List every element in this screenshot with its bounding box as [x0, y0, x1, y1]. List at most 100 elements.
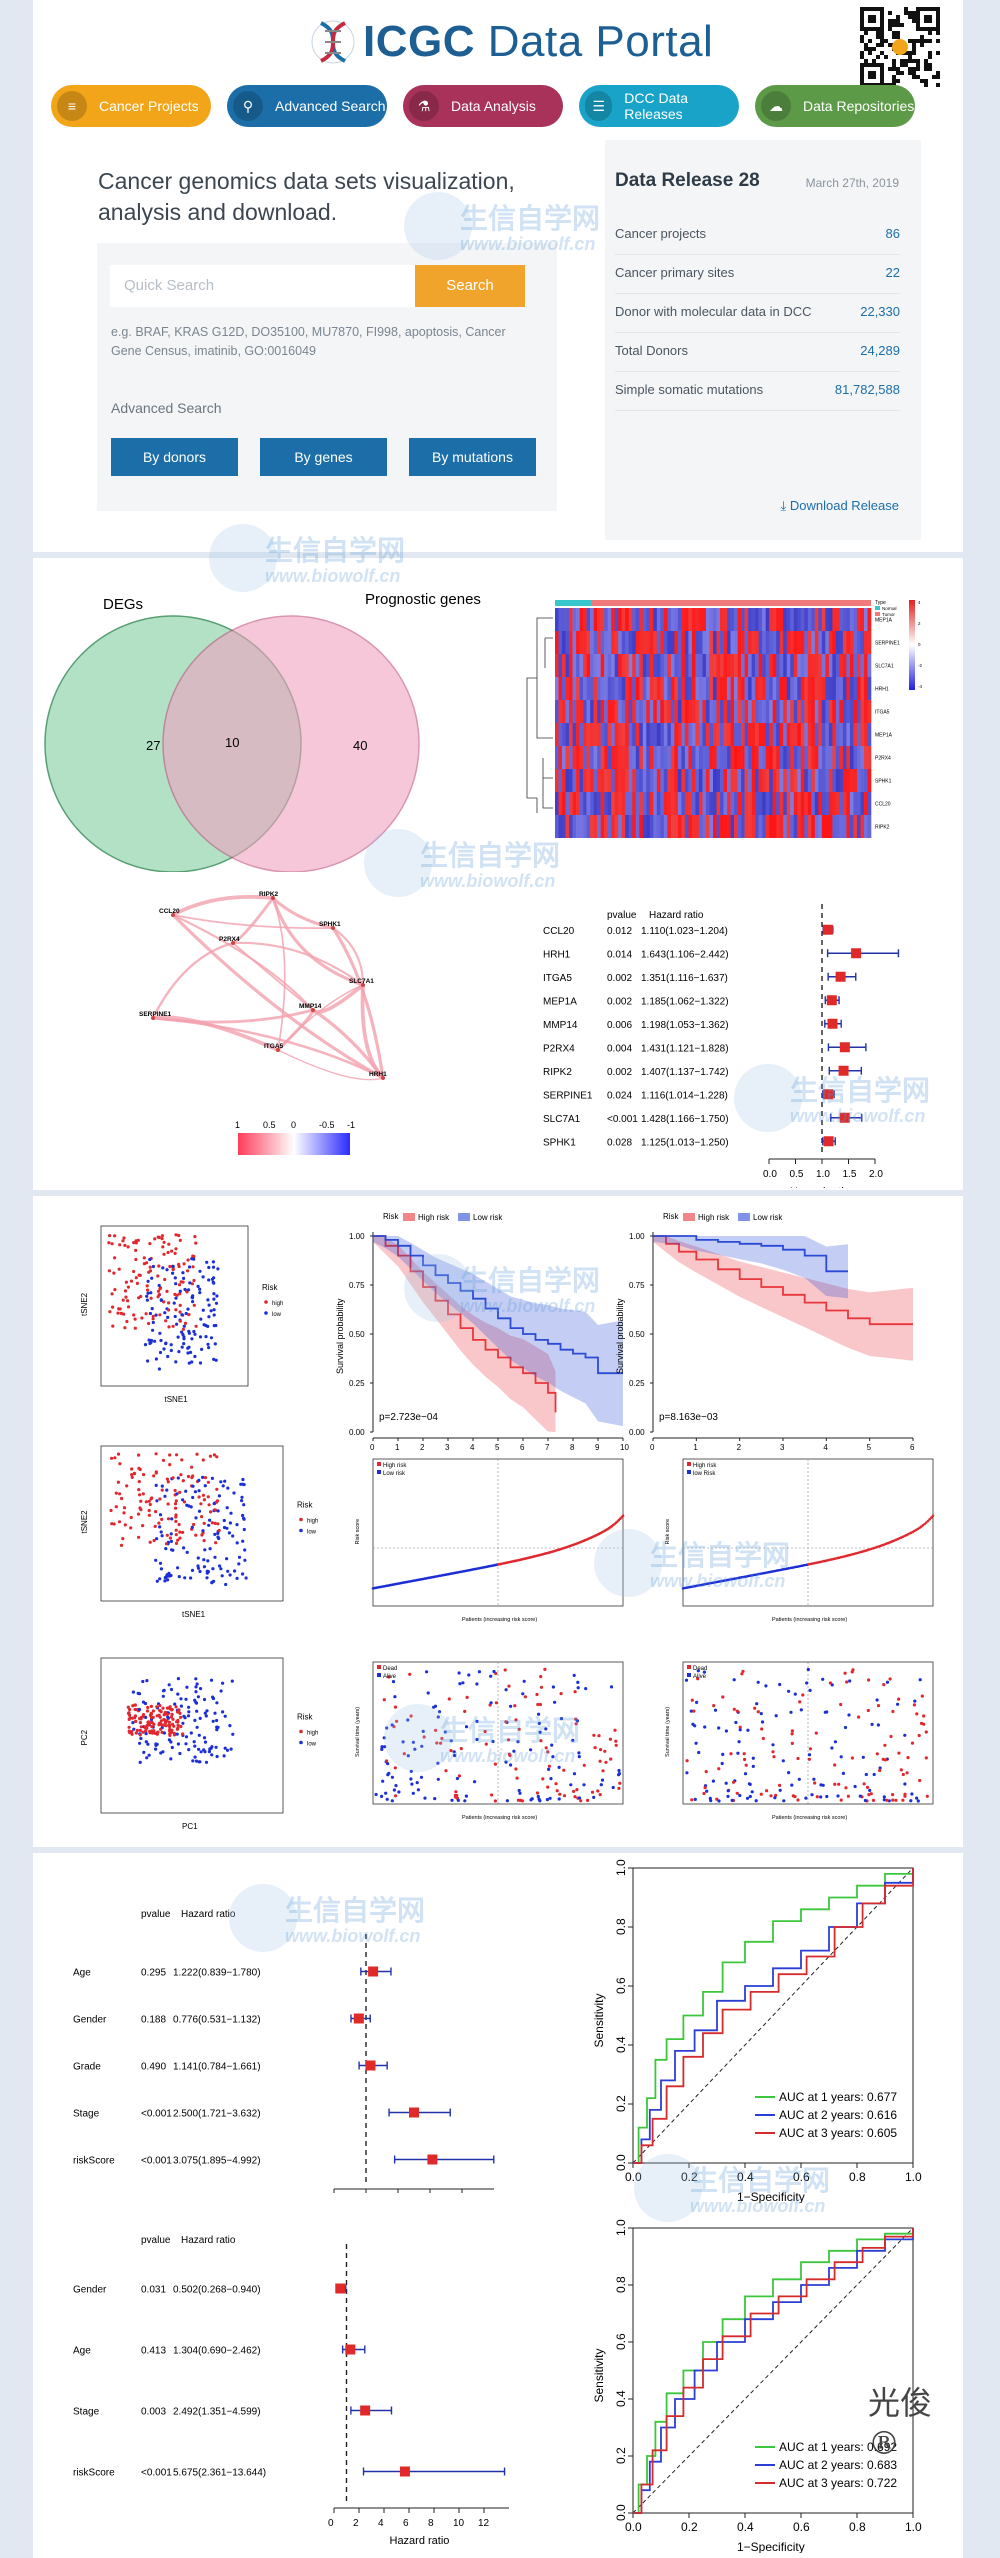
release-stat-label: Total Donors	[615, 343, 688, 358]
status-point	[905, 1771, 909, 1775]
heatmap-gene-label: RIPK2	[875, 825, 890, 831]
status-point	[559, 1717, 564, 1721]
network-node-label: SERPINE1	[139, 1011, 172, 1018]
km-x-label: Time(years)	[473, 1453, 521, 1454]
status-point	[807, 1753, 812, 1757]
scatter-frame	[100, 1225, 249, 1387]
nav-cancer-projects[interactable]: ≡ Cancer Projects	[51, 85, 211, 127]
scatter-point	[175, 1322, 179, 1326]
status-point	[901, 1772, 905, 1777]
search-button[interactable]: Search	[415, 265, 525, 307]
scatter-point	[217, 1528, 221, 1533]
status-point	[586, 1798, 590, 1802]
nav-label: Data Repositories	[803, 98, 915, 114]
by-genes-button[interactable]: By genes	[260, 438, 387, 476]
status-point	[402, 1752, 406, 1756]
scatter-point	[182, 1342, 186, 1346]
forest-point	[826, 995, 837, 1006]
roc-curve-train: 0.00.0 0.2 0.2 0.4 0.4 0.6 0.6 0.8 0.8 1.0 1.0 1−Sp…	[592, 1859, 922, 2203]
roc-y-tick: 0.4	[614, 2036, 628, 2053]
km-pvalue: p=2.723e−04	[379, 1412, 438, 1423]
scatter-point	[167, 1242, 171, 1246]
status-point	[878, 1766, 882, 1770]
network-edge	[332, 927, 364, 986]
scatter-point	[211, 1696, 216, 1701]
status-point	[436, 1715, 440, 1719]
status-point	[807, 1757, 811, 1761]
scatter-point	[107, 1241, 111, 1245]
scatter-point	[108, 1234, 112, 1238]
status-point	[575, 1719, 580, 1723]
scatter-point	[202, 1521, 206, 1525]
status-point	[410, 1782, 414, 1786]
forest-row-pvalue: 0.295	[141, 1968, 166, 1979]
status-point	[734, 1720, 738, 1725]
portal-logo[interactable]: ICGC Data Portal	[311, 14, 713, 70]
scatter-point	[190, 1465, 194, 1469]
status-point	[845, 1680, 849, 1684]
forest-row-name: HRH1	[543, 949, 571, 960]
status-point	[572, 1673, 576, 1677]
nav-dcc-data-releases[interactable]: ☰ DCC Data Releases	[579, 85, 739, 127]
forest-row-pvalue: 0.014	[607, 949, 632, 960]
status-point	[539, 1739, 543, 1743]
status-point	[382, 1698, 386, 1702]
status-point	[756, 1680, 760, 1684]
scatter-point	[216, 1531, 220, 1535]
forest-row-hr: 3.075(1.895−4.992)	[173, 2156, 261, 2167]
scatter-point	[219, 1567, 223, 1571]
forest-point	[335, 2283, 346, 2294]
release-stat-value[interactable]: 86	[885, 226, 900, 241]
roc-y-tick: 0.6	[614, 1977, 628, 1994]
scatter-point	[165, 1712, 169, 1716]
network-node-label: ITGA5	[264, 1043, 284, 1050]
status-point	[506, 1738, 511, 1742]
by-donors-button[interactable]: By donors	[111, 438, 238, 476]
nav-data-repositories[interactable]: ☁ Data Repositories	[755, 85, 915, 127]
km-y-tick: 1.00	[629, 1232, 645, 1241]
status-point	[572, 1772, 577, 1776]
release-stat-value[interactable]: 22,330	[860, 304, 900, 319]
scatter-point	[174, 1519, 178, 1523]
release-stat-row: Total Donors 24,289	[615, 333, 900, 372]
status-point	[548, 1796, 552, 1800]
scatter-point	[190, 1296, 195, 1300]
status-point	[390, 1799, 394, 1803]
scatter-point	[144, 1312, 148, 1316]
status-point	[740, 1672, 744, 1676]
status-point	[504, 1688, 508, 1692]
signature-mark: 光俊®	[868, 2384, 933, 2462]
scatter-point	[214, 1745, 218, 1749]
roc-legend-label: AUC at 1 years: 0.677	[779, 2090, 897, 2104]
status-point	[453, 1753, 457, 1758]
by-mutations-button[interactable]: By mutations	[409, 438, 536, 476]
scatter-point	[168, 1264, 172, 1269]
status-point	[828, 1681, 832, 1685]
scatter-point	[135, 1281, 139, 1285]
scatter-point	[176, 1720, 180, 1724]
nav-data-analysis[interactable]: ⚗ Data Analysis	[403, 85, 563, 127]
status-point	[577, 1755, 581, 1759]
status-point	[732, 1707, 736, 1711]
download-release-link[interactable]: ⤓ Download Release	[781, 498, 899, 514]
status-point	[426, 1691, 430, 1695]
network-node	[151, 1016, 155, 1020]
scatter-point	[228, 1521, 232, 1525]
scatter-point	[219, 1480, 223, 1484]
scatter-point	[171, 1324, 175, 1328]
release-stat-value[interactable]: 24,289	[860, 343, 900, 358]
scatter-point	[160, 1234, 164, 1238]
scatter-point	[182, 1276, 186, 1280]
scatter-point	[128, 1713, 132, 1717]
release-stat-value[interactable]: 81,782,588	[834, 382, 900, 397]
status-point	[436, 1761, 440, 1765]
scatter-point	[110, 1242, 114, 1246]
scatter-point	[133, 1317, 137, 1321]
scatter-point	[151, 1264, 155, 1269]
gene-correlation-network: CCL20 RIPK2 SPHK1 P2RX4 SLC7A1 MMP14 SERPINE1 I…	[139, 891, 387, 1155]
status-point	[394, 1794, 398, 1798]
nav-advanced-search[interactable]: ⚲ Advanced Search	[227, 85, 387, 127]
km-x-tick: 0	[650, 1443, 655, 1452]
search-input[interactable]: Quick Search	[110, 265, 415, 307]
release-stat-value[interactable]: 22	[885, 265, 900, 280]
